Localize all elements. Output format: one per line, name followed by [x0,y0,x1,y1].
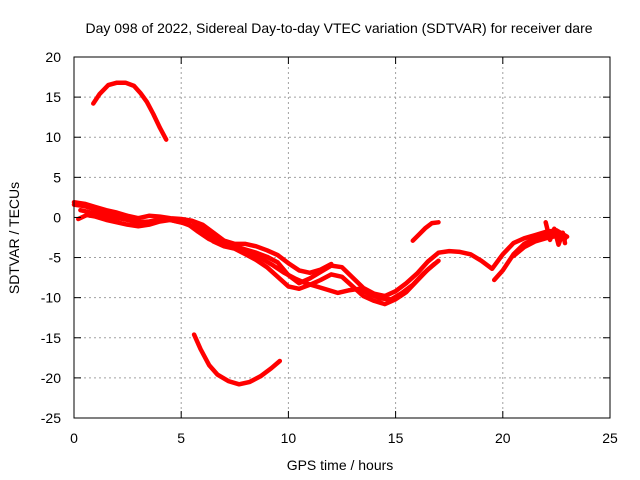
y-tick-label: -20 [41,370,61,386]
x-tick-label: 10 [281,430,297,446]
x-tick-label: 20 [495,430,511,446]
x-axis-title: GPS time / hours [287,457,394,473]
series-track-f [491,231,566,283]
series-track-d [71,199,334,276]
x-tick-label: 25 [602,430,618,446]
x-tick-label: 0 [70,430,78,446]
axis-ticks: 0 5 10 15 20 25 20 15 10 5 0 -5 -10 -15 -20 -25 [41,49,618,446]
x-tick-label: 5 [177,430,185,446]
grid-lines [74,57,610,418]
y-tick-label: -15 [41,330,61,346]
plot-frame [73,56,611,419]
series-track-c [78,207,437,302]
y-tick-label: -25 [41,410,61,426]
series-arc-low [191,332,283,387]
y-tick-label: 15 [45,89,61,105]
series-track-b [76,212,441,307]
y-tick-label: 10 [45,129,61,145]
y-tick-label: 20 [45,49,61,65]
y-tick-label: 0 [53,209,61,225]
series-group [71,80,570,387]
chart-title: Day 098 of 2022, Sidereal Day-to-day VTE… [85,20,592,36]
series-track-e [410,220,441,243]
x-tick-label: 15 [388,430,404,446]
series-track-h [543,220,568,247]
series-arc-high [91,80,169,142]
y-tick-label: -10 [41,290,61,306]
y-axis-title: SDTVAR / TECUs [6,182,22,294]
y-tick-label: -5 [49,250,62,266]
y-tick-label: 5 [53,169,61,185]
